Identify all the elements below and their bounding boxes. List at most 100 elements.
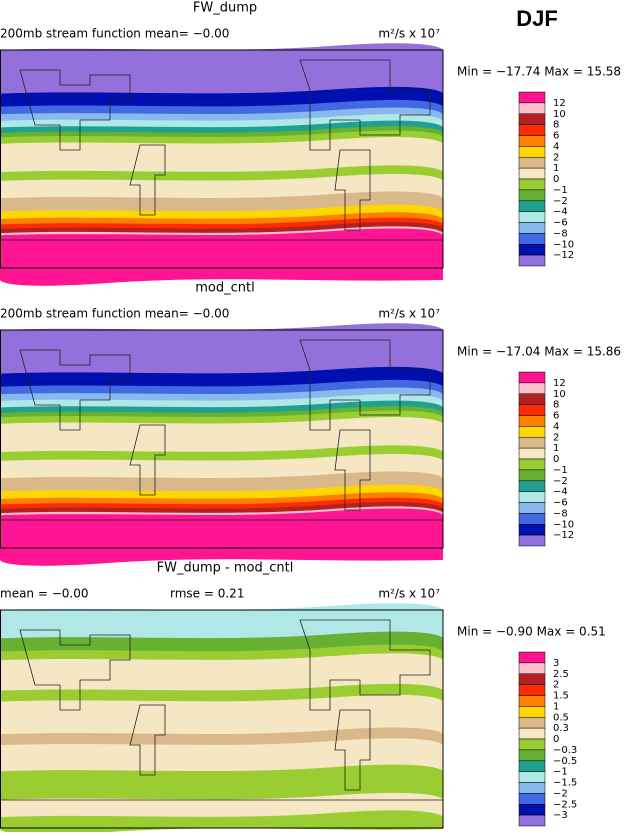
colorbar-label: 0.5 (553, 712, 569, 723)
colorbar-label: 1 (553, 163, 559, 174)
min-max: Min = −0.90 Max = 0.51 (457, 625, 606, 639)
colorbar-label: 0 (553, 734, 559, 745)
season-label: DJF (516, 6, 558, 31)
colorbar-box (518, 513, 546, 525)
colorbar-box (518, 178, 546, 191)
colorbar-box (518, 113, 546, 125)
colorbar-label: −0.5 (553, 756, 577, 767)
colorbar-label: −2.5 (553, 799, 577, 810)
colorbar-label: 0 (553, 174, 559, 185)
colorbar-label: 10 (553, 389, 566, 400)
colorbar-label: −0.3 (553, 745, 577, 756)
panel-stat: rmse = 0.21 (170, 587, 244, 601)
colorbar-label: 4 (553, 421, 559, 432)
colorbar-box (518, 782, 546, 794)
colorbar-box (518, 382, 546, 394)
colorbar-box (518, 804, 546, 816)
colorbar-label: 8 (553, 400, 559, 411)
colorbar-box (518, 157, 546, 169)
colorbar-label: 8 (553, 120, 559, 131)
panel-stat: 200mb stream function mean= −0.00 (0, 27, 229, 41)
min-max: Min = −17.74 Max = 15.58 (457, 65, 621, 79)
colorbar-box (518, 393, 546, 405)
colorbar-label: −2 (553, 196, 568, 207)
colorbar-label: 6 (553, 411, 559, 422)
colorbar-label: 0 (553, 454, 559, 465)
colorbar-label: −1.5 (553, 778, 577, 789)
colorbar-box (518, 102, 546, 114)
colorbar-box (518, 760, 546, 772)
colorbar-box (518, 469, 546, 481)
map (0, 603, 444, 835)
map (0, 43, 444, 286)
colorbar-box (518, 415, 546, 427)
colorbar-box (518, 662, 546, 674)
colorbar-box (518, 727, 546, 740)
contour-band (0, 508, 443, 566)
colorbar-box (518, 437, 546, 449)
colorbar-label: 6 (553, 131, 559, 142)
colorbar-box (518, 673, 546, 685)
colorbar-box (518, 233, 546, 245)
colorbar-box (518, 146, 546, 158)
colorbar-label: 12 (553, 98, 566, 109)
colorbar-box (518, 124, 546, 136)
colorbar-box (518, 189, 546, 201)
colorbar-label: −1 (553, 185, 568, 196)
colorbar-box (518, 222, 546, 234)
colorbar-box (518, 135, 546, 147)
colorbar-label: −8 (553, 508, 568, 519)
units: m²/s x 10⁷ (378, 307, 440, 321)
colorbar-label: −6 (553, 498, 568, 509)
map (0, 323, 444, 566)
colorbar-box (518, 91, 546, 104)
map-frame (0, 49, 444, 269)
colorbar-label: −4 (553, 207, 568, 218)
units: m²/s x 10⁷ (378, 27, 440, 41)
coastline (0, 339, 443, 521)
colorbar-label: −3 (553, 810, 568, 821)
coastline (0, 59, 443, 241)
colorbar-box (518, 167, 546, 180)
colorbar-label: 10 (553, 109, 566, 120)
colorbar-label: 12 (553, 378, 566, 389)
colorbar-box (518, 651, 546, 664)
colorbar-label: 2 (553, 152, 559, 163)
colorbar-box (518, 706, 546, 718)
colorbar-label: −12 (553, 530, 574, 541)
colorbar-label: −8 (553, 228, 568, 239)
panel-title: FW_dump (193, 1, 257, 16)
colorbar-label: 3 (553, 658, 559, 669)
colorbar-box (518, 738, 546, 751)
colorbar-box (518, 426, 546, 438)
colorbar-label: 2 (553, 680, 559, 691)
colorbar-box (518, 749, 546, 761)
colorbar-box (518, 371, 546, 384)
panel-title: FW_dump - mod_cntl (157, 561, 294, 576)
colorbar-label: 4 (553, 141, 559, 152)
contour-band (0, 810, 443, 835)
colorbar-label: −6 (553, 218, 568, 229)
colorbar-box (518, 244, 546, 256)
panel-title: mod_cntl (195, 281, 254, 296)
colorbar-box (518, 254, 546, 267)
colorbar-box (518, 534, 546, 547)
colorbar-box (518, 491, 546, 503)
coastline (0, 619, 443, 801)
colorbar-box (518, 684, 546, 696)
colorbar-label: 2 (553, 432, 559, 443)
colorbar-box (518, 717, 546, 729)
colorbar-box (518, 480, 546, 492)
colorbar-box (518, 814, 546, 827)
contour-band (0, 323, 443, 381)
map-frame (0, 329, 444, 549)
colorbar-box (518, 695, 546, 707)
panel-stat: mean = −0.00 (0, 587, 89, 601)
colorbar-box (518, 771, 546, 783)
colorbar-label: 1 (553, 443, 559, 454)
contour-band (0, 694, 443, 742)
colorbar-box (518, 502, 546, 514)
contour-band (0, 43, 443, 101)
colorbar-box (518, 793, 546, 805)
